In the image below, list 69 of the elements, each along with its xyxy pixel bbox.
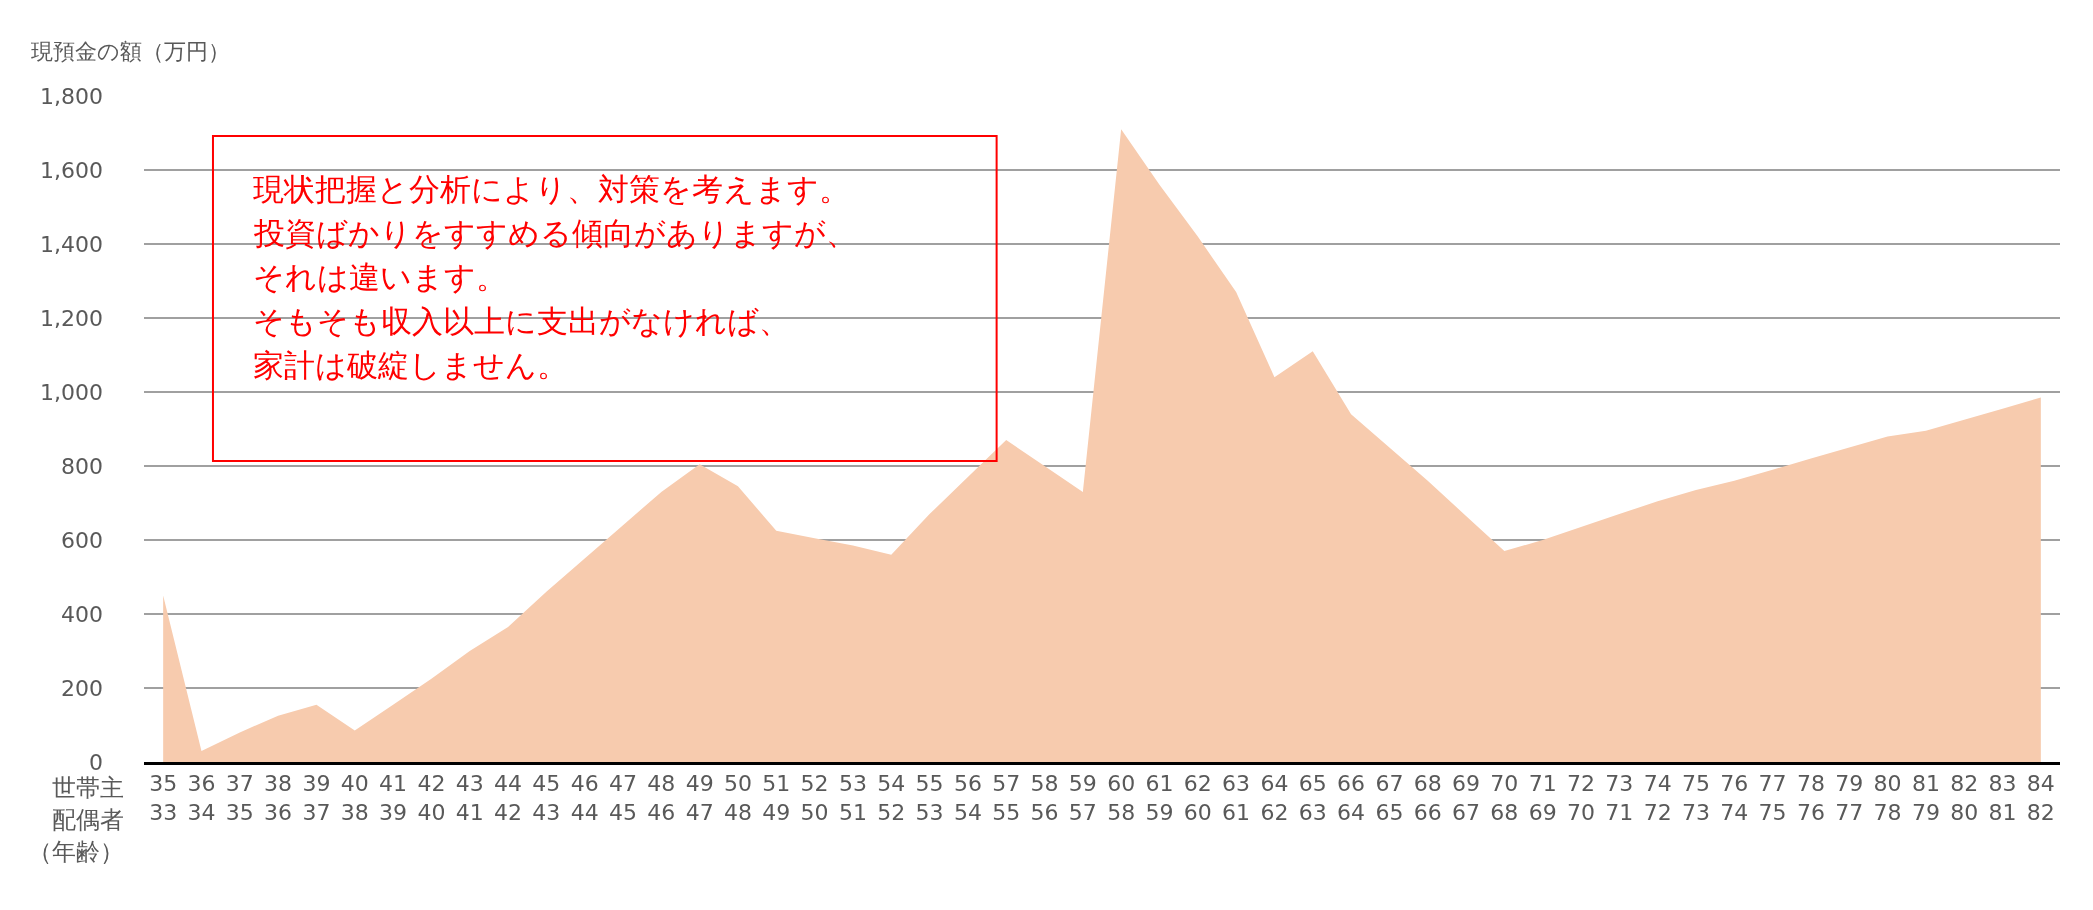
x-tick-label: 38 36 (264, 771, 293, 825)
annotation: 家計は破綻しません。 (253, 347, 568, 383)
x-tick-label: 51 49 (762, 771, 791, 825)
y-tick-label: 1,000 (40, 379, 103, 405)
annotation: 現状把握と分析により、対策を考えます。 (253, 171, 850, 207)
x-tick-label: 40 38 (340, 771, 369, 825)
x-tick-label: 69 67 (1452, 771, 1481, 825)
x-tick-label: 82 80 (1950, 771, 1979, 825)
x-tick-label: 72 70 (1567, 771, 1595, 825)
x-tick-label: 64 62 (1260, 771, 1289, 825)
x-tick-label: 42 40 (417, 771, 446, 825)
y-tick-label: 1,600 (40, 157, 103, 183)
x-tick-label: 35 33 (149, 771, 178, 825)
x-tick-label: 39 37 (302, 771, 331, 825)
x-tick-label: 48 46 (647, 771, 676, 825)
x-tick-label: 47 45 (609, 771, 637, 825)
x-tick-label: 55 53 (915, 771, 944, 825)
x-tick-label: 78 76 (1796, 771, 1825, 825)
x-tick-label: 70 68 (1490, 771, 1519, 825)
x-tick-label: 65 63 (1298, 771, 1327, 825)
x-tick-label: 56 54 (953, 771, 982, 825)
x-tick-label: 61 59 (1145, 771, 1174, 825)
y-tick-label: 1,400 (40, 231, 103, 257)
y-axis-title: 現預金の額（万円） (31, 39, 230, 64)
x-tick-label: 71 69 (1528, 771, 1557, 825)
x-tick-label: 60 58 (1107, 771, 1136, 825)
text: （年齢） (28, 838, 124, 866)
x-tick-label: 44 42 (494, 771, 523, 825)
text: 世帯主 (52, 774, 124, 802)
x-tick-label: 41 39 (379, 771, 408, 825)
x-tick-label: 37 35 (225, 771, 254, 825)
annotation: そもそも収入以上に支出がなければ、 (253, 303, 790, 339)
x-tick-label: 75 73 (1681, 771, 1710, 825)
x-tick-label: 54 52 (877, 771, 906, 825)
x-tick-label: 76 74 (1720, 771, 1749, 825)
x-tick-label: 43 41 (455, 771, 484, 825)
x-tick-label: 80 78 (1873, 771, 1902, 825)
x-tick-label: 67 65 (1375, 771, 1404, 825)
annotation: それは違います。 (253, 259, 507, 295)
x-tick-label: 49 47 (685, 771, 714, 825)
x-tick-label: 45 43 (532, 771, 561, 825)
y-tick-label: 1,200 (40, 305, 103, 331)
x-tick-label: 36 34 (187, 771, 216, 825)
x-tick-label: 50 48 (723, 771, 752, 825)
x-tick-label: 46 44 (570, 771, 599, 825)
x-tick-label: 79 77 (1835, 771, 1864, 825)
annotation: 投資ばかりをすすめる傾向がありますが、 (253, 215, 857, 251)
x-tick-label: 57 55 (992, 771, 1021, 825)
x-tick-label: 59 57 (1068, 771, 1097, 825)
x-tick-label: 68 66 (1413, 771, 1442, 825)
y-tick-label: 1,800 (40, 83, 103, 109)
x-tick-label: 74 72 (1643, 771, 1672, 825)
y-tick-label: 400 (61, 601, 103, 627)
text: 配偶者 (52, 806, 124, 834)
x-tick-label: 63 61 (1222, 771, 1251, 825)
x-tick-label: 58 56 (1030, 771, 1059, 825)
x-tick-label: 73 71 (1605, 771, 1634, 825)
x-tick-label: 84 82 (2026, 771, 2055, 825)
x-tick-label: 83 81 (1988, 771, 2017, 825)
x-tick-label: 62 60 (1183, 771, 1212, 825)
x-tick-label: 66 64 (1337, 771, 1366, 825)
y-tick-label: 600 (61, 527, 103, 553)
x-tick-label: 52 50 (800, 771, 829, 825)
y-tick-label: 800 (61, 453, 103, 479)
y-tick-label: 200 (61, 675, 103, 701)
x-tick-label: 77 75 (1758, 771, 1787, 825)
y-tick-label: 0 (89, 749, 103, 775)
x-tick-label: 81 79 (1911, 771, 1940, 825)
x-tick-label: 53 51 (838, 771, 867, 825)
